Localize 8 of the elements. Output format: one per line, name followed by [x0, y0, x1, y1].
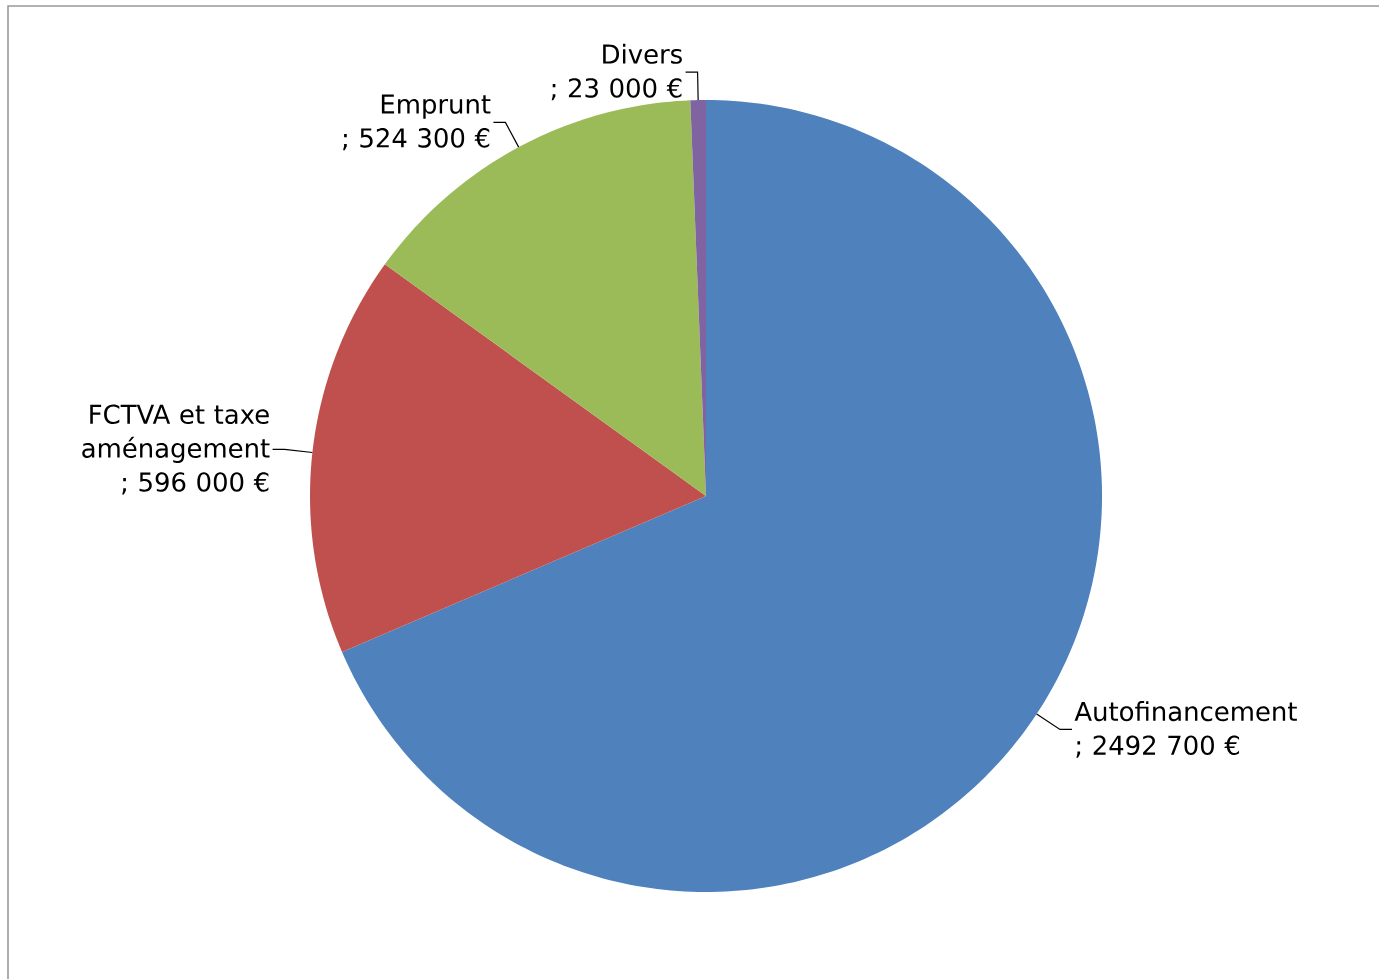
data-label: ; 596 000 € — [122, 472, 269, 495]
data-label: ; 524 300 € — [343, 128, 490, 151]
slice-label: Emprunt — [381, 94, 491, 119]
data-label: ; 23 000 € — [551, 78, 682, 101]
slice-label: FCTVA et taxe aménagement — [82, 404, 270, 463]
slice-label: Divers — [603, 43, 682, 64]
data-label: ; 2492 700 € — [1076, 735, 1240, 758]
slice-label: Autofinancement — [1074, 701, 1297, 722]
